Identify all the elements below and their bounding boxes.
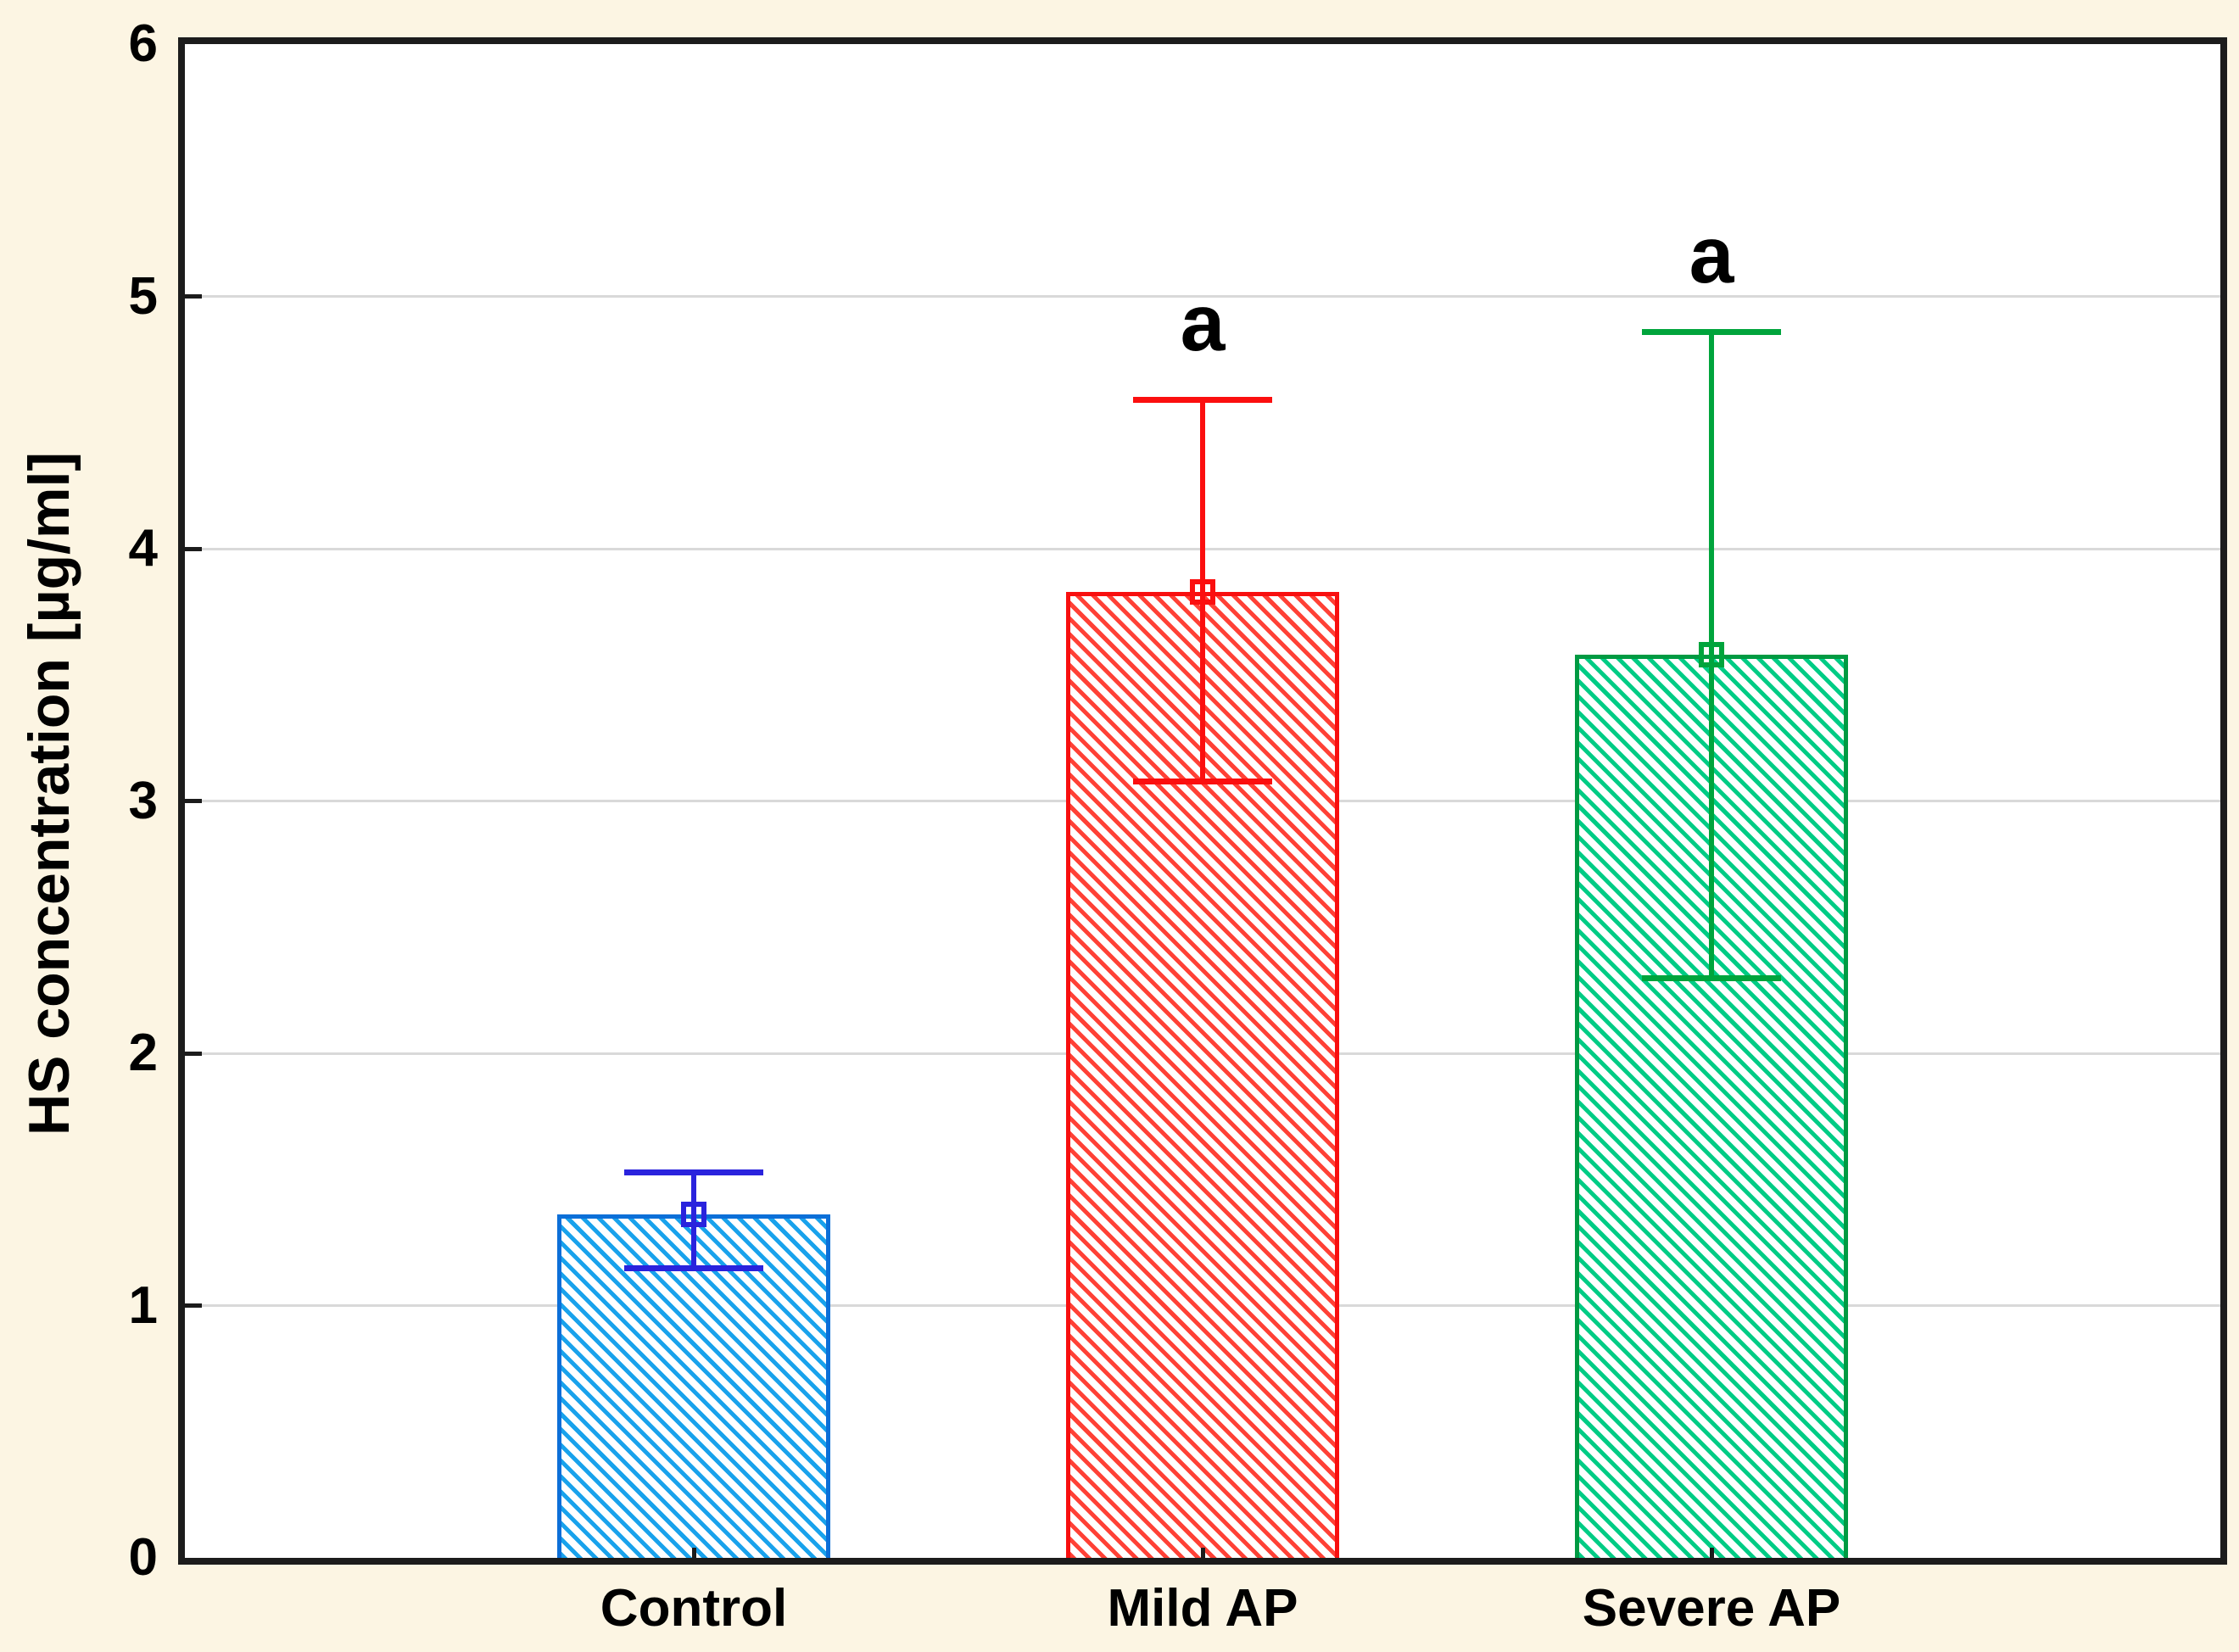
error-bar-line [691,1171,696,1268]
y-tick-label-0: 0 [128,1528,158,1587]
y-tick-label-3: 3 [128,771,158,830]
y-tick-mark-3 [185,799,202,803]
gridline-y-5 [185,295,2220,298]
significance-letter-severe-ap: a [1689,210,1734,301]
y-tick-label-5: 5 [128,266,158,326]
y-tick-mark-2 [185,1051,202,1056]
error-bar-cap-upper [624,1169,763,1175]
x-tick-mark-3 [1709,1548,1714,1558]
mean-marker [681,1202,706,1228]
error-bar-line [1709,332,1714,978]
y-tick-mark-4 [185,546,202,551]
error-bar-cap-lower [1133,778,1272,784]
y-tick-label-2: 2 [128,1024,158,1082]
x-tick-mark-2 [1200,1548,1205,1558]
y-tick-mark-5 [185,294,202,299]
mean-marker [1699,641,1724,667]
error-bar-line [1200,399,1205,781]
error-bar-cap-lower [624,1264,763,1271]
bar-control [557,1214,830,1558]
x-tick-label-control: Control [600,1579,788,1638]
error-bar-cap-lower [1642,974,1781,981]
significance-letter-mild-ap: a [1180,278,1226,369]
y-tick-mark-1 [185,1303,202,1308]
y-tick-label-6: 6 [128,14,158,73]
error-bar-cap-upper [1642,329,1781,336]
x-tick-label-mild-ap: Mild AP [1107,1579,1298,1638]
x-tick-mark-1 [691,1548,696,1558]
mean-marker [1190,578,1215,605]
y-tick-label-1: 1 [128,1275,158,1335]
x-tick-label-severe-ap: Severe AP [1582,1579,1841,1638]
error-bar-cap-upper [1133,397,1272,404]
y-tick-label-4: 4 [128,519,158,578]
